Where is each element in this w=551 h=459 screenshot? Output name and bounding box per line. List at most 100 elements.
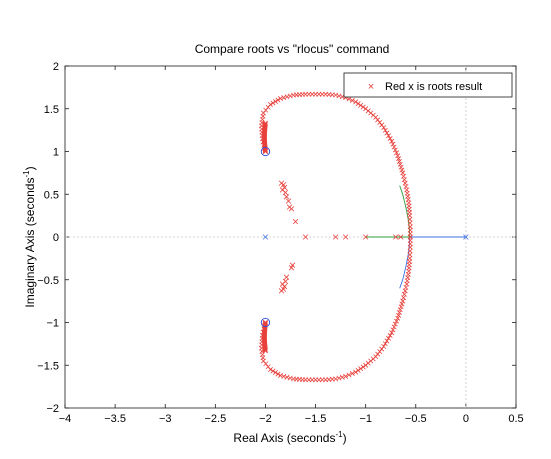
chart-title: Compare roots vs "rlocus" command [195, 42, 390, 56]
zero-marker [260, 317, 271, 328]
root-marker [407, 216, 413, 222]
root-marker [262, 120, 268, 126]
x-tick-label: −2.5 [204, 413, 226, 425]
root-marker [392, 147, 398, 153]
root-marker [381, 125, 387, 131]
root-marker [360, 364, 366, 370]
root-marker [349, 98, 355, 103]
y-tick-label: 1.5 [44, 104, 59, 116]
root-marker [389, 330, 395, 336]
root-marker [407, 213, 413, 219]
x-tick-label: −1.5 [305, 413, 327, 425]
y-tick-label: −1.5 [37, 360, 59, 372]
root-marker [384, 130, 390, 136]
root-marker [275, 371, 281, 377]
root-marker [382, 341, 388, 347]
root-marker [390, 141, 396, 147]
root-marker [394, 150, 400, 156]
root-marker [396, 312, 402, 318]
y-tick-label: −2 [46, 403, 59, 415]
root-marker [355, 367, 361, 373]
root-marker [387, 333, 393, 338]
root-marker [394, 318, 400, 324]
legend-box [343, 72, 513, 98]
root-marker [272, 370, 278, 375]
pole-marker [262, 234, 269, 240]
root-marker [282, 278, 289, 285]
root-marker [407, 248, 413, 254]
y-tick-label: −1 [46, 318, 59, 330]
root-marker [391, 144, 397, 150]
root-marker [353, 369, 359, 375]
root-marker [272, 98, 278, 104]
legend-marker: × [368, 81, 374, 93]
root-marker [395, 315, 401, 321]
root-marker [407, 234, 413, 240]
root-marker [407, 220, 413, 226]
root-marker [262, 121, 268, 127]
root-marker [346, 96, 352, 102]
root-marker [381, 343, 387, 349]
root-marker [358, 102, 364, 108]
y-tick-label: −0.5 [37, 275, 59, 287]
x-tick-label: −1 [359, 413, 372, 425]
root-marker [397, 307, 403, 313]
x-tick-label: −3 [159, 413, 172, 425]
zero-marker [260, 146, 271, 157]
root-marker [399, 167, 405, 173]
root-marker [398, 234, 404, 240]
root-marker [262, 348, 268, 354]
x-tick-label: −0.5 [405, 413, 427, 425]
root-marker [396, 158, 402, 164]
root-marker [362, 234, 369, 240]
root-marker [390, 327, 396, 333]
root-marker [282, 189, 289, 196]
root-marker [292, 218, 299, 225]
root-marker [349, 371, 355, 376]
root-marker [407, 252, 413, 258]
x-tick-label: −2 [259, 413, 272, 425]
y-tick-label: 0 [53, 232, 59, 244]
root-marker [382, 127, 388, 133]
root-markers [258, 91, 469, 383]
root-marker [395, 153, 401, 159]
root-marker [360, 104, 366, 110]
axes: −4 −3.5 −3 −2.5 −2 −1.5 −1 −0.5 0 0.5 −2 −1.5 −1 −0.5… [37, 61, 523, 425]
y-axis-label: Imaginary Axis (seconds-1) [22, 166, 37, 307]
root-marker [407, 255, 413, 261]
root-marker [267, 367, 273, 373]
root-marker [396, 156, 402, 162]
x-axis-label: Real Axis (seconds-1) [233, 430, 346, 445]
root-marker [387, 136, 393, 141]
root-marker [396, 310, 402, 316]
root-marker [275, 97, 281, 103]
x-tick-label: 0.5 [508, 413, 523, 425]
root-marker [398, 164, 404, 170]
root-marker [386, 335, 391, 341]
y-tick-label: 2 [53, 61, 59, 73]
root-marker [393, 234, 399, 240]
root-marker [289, 262, 296, 268]
root-marker [397, 161, 403, 167]
legend-entry: Red x is roots result [385, 81, 482, 93]
root-marker [342, 234, 349, 240]
x-tick-label: 0 [463, 413, 469, 425]
root-marker [262, 346, 268, 352]
root-marker [358, 366, 364, 372]
root-marker [399, 301, 405, 307]
root-marker [302, 234, 309, 240]
root-marker [398, 304, 404, 310]
x-tick-label: −3.5 [104, 413, 126, 425]
root-marker [346, 372, 352, 378]
root-marker [384, 338, 390, 344]
root-marker [262, 122, 268, 128]
root-marker [283, 194, 290, 200]
root-marker [267, 101, 273, 107]
y-tick-label: 1 [53, 147, 59, 159]
root-marker [391, 324, 397, 330]
x-tick-label: −4 [59, 413, 72, 425]
y-tick-label: 0.5 [44, 189, 59, 201]
root-marker [288, 206, 295, 212]
legend: × Red x is roots result [343, 72, 513, 98]
